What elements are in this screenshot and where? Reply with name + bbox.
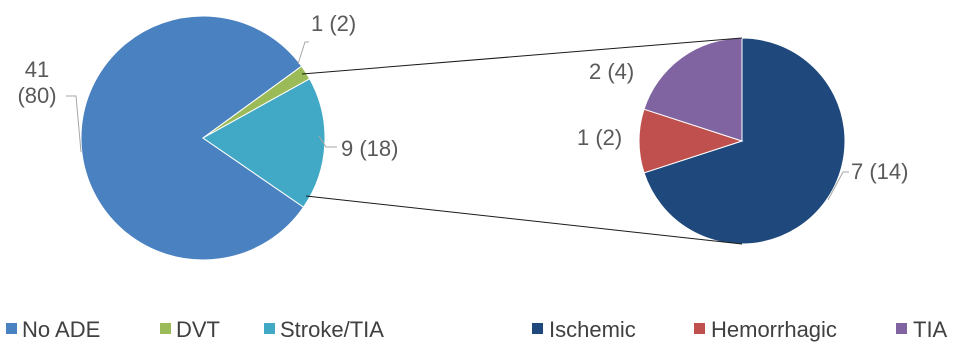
legend-label-tia: TIA (913, 317, 948, 342)
legend-secondary: Ischemic Hemorrhagic TIA (532, 317, 948, 342)
legend-label-no-ade: No ADE (22, 317, 100, 342)
legend-swatch-tia (896, 323, 907, 334)
legend-label-hemorrhagic: Hemorrhagic (711, 317, 837, 342)
data-label-ischemic: 7 (14) (851, 159, 908, 184)
legend-swatch-stroke-tia (264, 323, 275, 334)
legend-swatch-dvt (160, 323, 171, 334)
connector-line-bottom (305, 195, 743, 245)
legend-swatch-no-ade (6, 323, 17, 334)
connector-line-top (301, 37, 743, 75)
data-label-hemorrhagic: 1 (2) (577, 125, 622, 150)
legend-swatch-hemorrhagic (694, 323, 705, 334)
data-label-stroke-tia: 9 (18) (341, 136, 398, 161)
leader-line-no-ade (66, 95, 82, 153)
slice-stroke-tia (202, 78, 326, 208)
legend-main: No ADE DVT Stroke/TIA (6, 317, 384, 342)
slice-ischemic (643, 37, 846, 245)
data-label-tia: 2 (4) (589, 59, 634, 84)
legend-label-stroke-tia: Stroke/TIA (280, 317, 384, 342)
data-label-dvt: 1 (2) (311, 11, 356, 36)
legend-label-ischemic: Ischemic (549, 317, 636, 342)
secondary-pie (638, 37, 846, 245)
leader-line-ischemic (827, 171, 849, 201)
legend-label-dvt: DVT (176, 317, 220, 342)
leader-line-stroke-tia (318, 135, 337, 148)
main-pie (80, 15, 326, 261)
data-label-no-ade-count: 41 (25, 57, 49, 82)
legend-swatch-ischemic (532, 323, 543, 334)
leader-line-dvt (297, 41, 309, 65)
data-label-no-ade-percent: (80) (17, 83, 56, 108)
slice-no-ade (80, 15, 305, 261)
